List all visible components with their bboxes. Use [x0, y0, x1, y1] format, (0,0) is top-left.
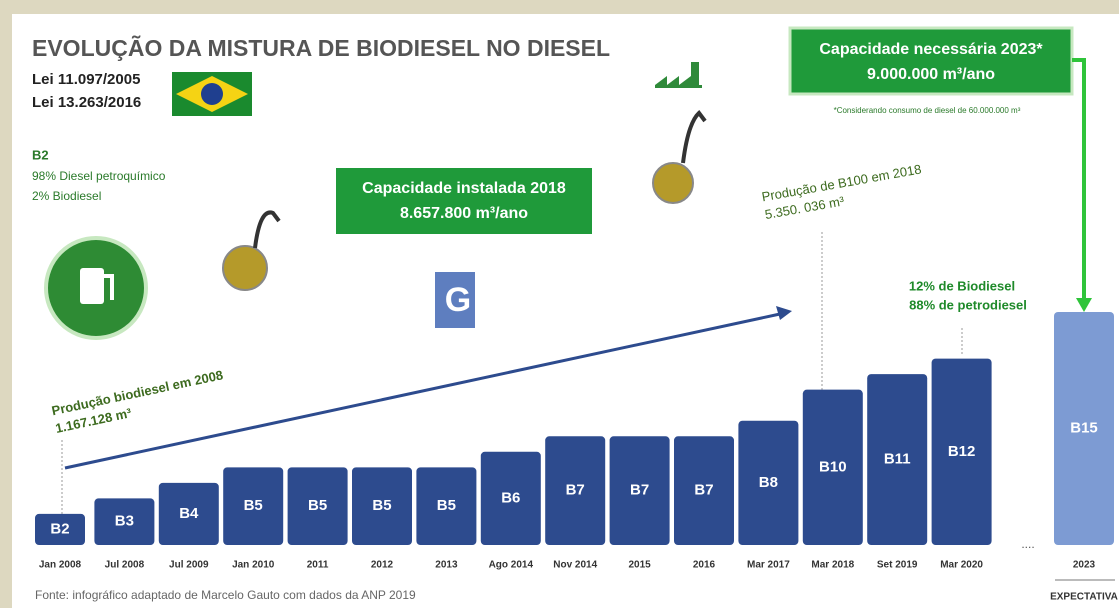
x-tick-label: 2016 [693, 560, 716, 571]
value-label: B5 [437, 497, 456, 514]
required-value: 9.000.000 m³/ano [867, 66, 995, 83]
installed-box [336, 168, 592, 234]
installed-value: 8.657.800 m³/ano [400, 205, 528, 222]
brazil-flag [172, 72, 252, 116]
law: Lei 11.097/2005 [32, 71, 140, 88]
required-footnote: *Considerando consumo de diesel de 60.00… [834, 106, 1021, 115]
value-label: B5 [308, 497, 327, 514]
chart-title: EVOLUÇÃO DA MISTURA DE BIODIESEL NO DIES… [32, 34, 610, 61]
x-tick-label: Nov 2014 [553, 560, 597, 571]
installed-title: Capacidade instalada 2018 [362, 180, 566, 197]
source: Fonte: infográfico adaptado de Marcelo G… [35, 588, 416, 602]
x-tick-label: Jan 2010 [232, 560, 275, 571]
ellipsis: .... [1021, 537, 1034, 551]
value-label: B3 [115, 513, 134, 530]
x-tick-label: Mar 2018 [811, 560, 854, 571]
value-label: B8 [759, 474, 778, 491]
value-label: B7 [630, 482, 649, 499]
page: {"chart_data": { "type": "bar", "title":… [0, 0, 1119, 608]
value-label: B6 [501, 489, 520, 506]
b2-title: B2 [32, 147, 49, 162]
logo-text: G [445, 281, 471, 319]
x-tick-label: Set 2019 [877, 560, 918, 571]
x-tick-label: Jul 2008 [105, 560, 145, 571]
x-tick-label: Jul 2009 [169, 560, 209, 571]
b2-line: 2% Biodiesel [32, 189, 101, 203]
x-tick-label: 2012 [371, 560, 394, 571]
value-label: B5 [372, 497, 391, 514]
logo: G [435, 272, 475, 328]
law: Lei 13.263/2016 [32, 94, 141, 111]
annotation-line: 88% de petrodiesel [909, 297, 1027, 312]
required-box [790, 28, 1072, 94]
annotation-line: 12% de Biodiesel [909, 278, 1015, 293]
x-tick-label: Mar 2020 [940, 560, 983, 571]
green-button [46, 238, 146, 338]
value-label: B12 [948, 443, 976, 460]
value-label: B2 [50, 520, 69, 537]
value-label: B7 [694, 482, 713, 499]
x-tick-label: Ago 2014 [489, 560, 534, 571]
b2-line: 98% Diesel petroquímico [32, 169, 166, 183]
chart: G EVOLUÇÃO DA MISTURA DE BIODIESEL NO DI… [0, 0, 1119, 608]
x-tick-label: 2011 [307, 560, 329, 571]
value-label: B4 [179, 505, 199, 522]
value-label: B11 [884, 451, 911, 468]
expectation-label: EXPECTATIVA [1050, 592, 1118, 603]
x-tick-label: 2015 [628, 560, 651, 571]
x-tick-label: Jan 2008 [39, 560, 82, 571]
x-tick-label: Mar 2017 [747, 560, 790, 571]
value-label: B10 [819, 458, 847, 475]
x-tick-label: 2013 [435, 560, 458, 571]
value-label: B5 [244, 497, 263, 514]
required-title: Capacidade necessária 2023* [819, 41, 1043, 58]
x-tick-label: 2023 [1073, 560, 1096, 571]
value-label: B15 [1070, 419, 1098, 436]
value-label: B7 [566, 482, 585, 499]
